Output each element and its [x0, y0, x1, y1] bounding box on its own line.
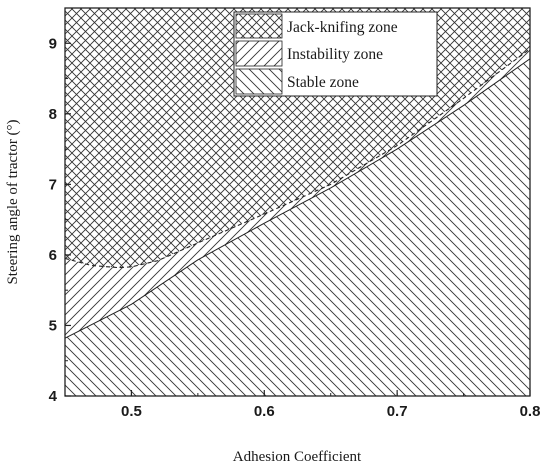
legend-swatch-stable [235, 68, 283, 95]
legend-label-stable: Stable zone [287, 74, 359, 91]
legend: Jack-knifing zone Instability zone Stabl… [233, 11, 438, 97]
x-tick-label: 0.5 [121, 403, 142, 420]
y-axis-label: Steering angle of tractor (°) [5, 119, 21, 284]
stable-zone-region [65, 58, 530, 396]
y-axis: 4 5 6 7 8 9 [49, 7, 71, 405]
instability-zone-region [65, 48, 530, 339]
y-tick-label: 6 [49, 247, 57, 264]
y-tick-label: 9 [49, 35, 57, 52]
x-tick-label: 0.8 [520, 403, 541, 420]
legend-swatch-jack-knifing [235, 13, 283, 39]
legend-label-jack-knifing: Jack-knifing zone [287, 19, 398, 36]
y-tick-label: 7 [49, 176, 57, 193]
plot-frame [64, 7, 531, 397]
x-axis-label: Adhesion Coefficient [233, 449, 362, 465]
x-tick-label: 0.7 [387, 403, 408, 420]
y-tick-label: 8 [49, 106, 57, 123]
x-tick-label: 0.6 [254, 403, 275, 420]
y-tick-label: 4 [49, 388, 58, 405]
y-tick-label: 5 [49, 317, 57, 334]
legend-label-instability: Instability zone [287, 46, 383, 63]
legend-swatch-instability [235, 40, 283, 67]
x-axis: 0.5 0.6 0.7 0.8 [64, 390, 541, 420]
stable-boundary-line [65, 58, 530, 339]
instability-boundary-line [65, 48, 530, 269]
